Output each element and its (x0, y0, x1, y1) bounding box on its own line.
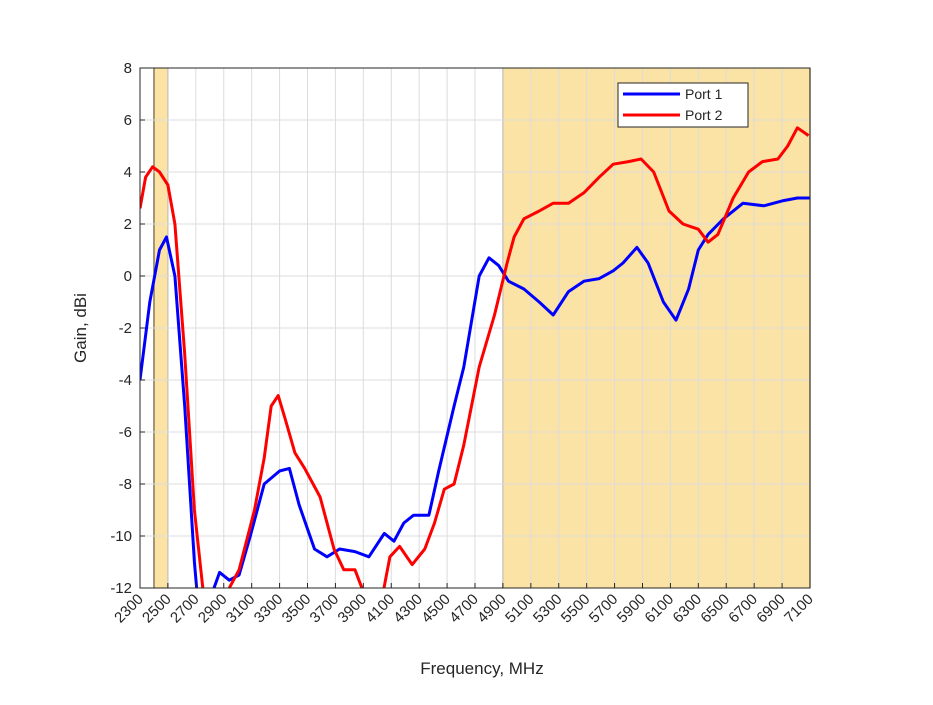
y-tick-label: -10 (110, 528, 132, 545)
y-tick-label: -2 (119, 320, 132, 337)
x-tick-label: 2700 (167, 591, 203, 627)
x-axis-label: Frequency, MHz (420, 659, 543, 678)
x-tick-label: 5500 (558, 591, 594, 627)
series-line (140, 126, 810, 588)
x-tick-label: 6300 (670, 591, 706, 627)
y-tick-label: 6 (124, 112, 132, 129)
x-tick-label: 3100 (223, 591, 259, 627)
y-tick-label: 8 (124, 60, 132, 77)
x-tick-label: 6500 (697, 591, 733, 627)
y-tick-label: -6 (119, 424, 132, 441)
x-tick-label: 3500 (279, 591, 315, 627)
x-tick-label: 4100 (362, 591, 398, 627)
x-tick-label: 4700 (446, 591, 482, 627)
x-tick-label: 4900 (474, 591, 510, 627)
x-tick-label: 2500 (139, 591, 175, 627)
plot-frame (139, 67, 811, 589)
y-tick-label: 4 (124, 164, 132, 181)
series-line (140, 196, 810, 588)
y-tick-label: -8 (119, 476, 132, 493)
x-tick-label: 4500 (418, 591, 454, 627)
x-tick-label: 5300 (530, 591, 566, 627)
x-tick-label: 2900 (195, 591, 231, 627)
legend-label: Port 2 (685, 107, 723, 123)
y-tick-label: 0 (124, 268, 132, 285)
y-tick-label: -4 (119, 372, 132, 389)
x-tick-label: 7100 (781, 591, 817, 627)
x-tick-label: 3900 (335, 591, 371, 627)
y-tick-label: 2 (124, 216, 132, 233)
legend-label: Port 1 (685, 86, 723, 102)
x-tick-label: 5700 (586, 591, 622, 627)
x-tick-label: 4300 (390, 591, 426, 627)
x-tick-label: 5100 (502, 591, 538, 627)
x-tick-label: 6100 (642, 591, 678, 627)
x-tick-label: 3700 (307, 591, 343, 627)
x-tick-label: 5900 (614, 591, 650, 627)
x-tick-label: 3300 (251, 591, 287, 627)
legend-box (617, 82, 749, 128)
x-tick-label: 6700 (725, 591, 761, 627)
y-tick-label: -12 (110, 580, 132, 597)
x-tick-label: 6900 (753, 591, 789, 627)
y-axis-label: Gain, dBi (71, 293, 90, 363)
